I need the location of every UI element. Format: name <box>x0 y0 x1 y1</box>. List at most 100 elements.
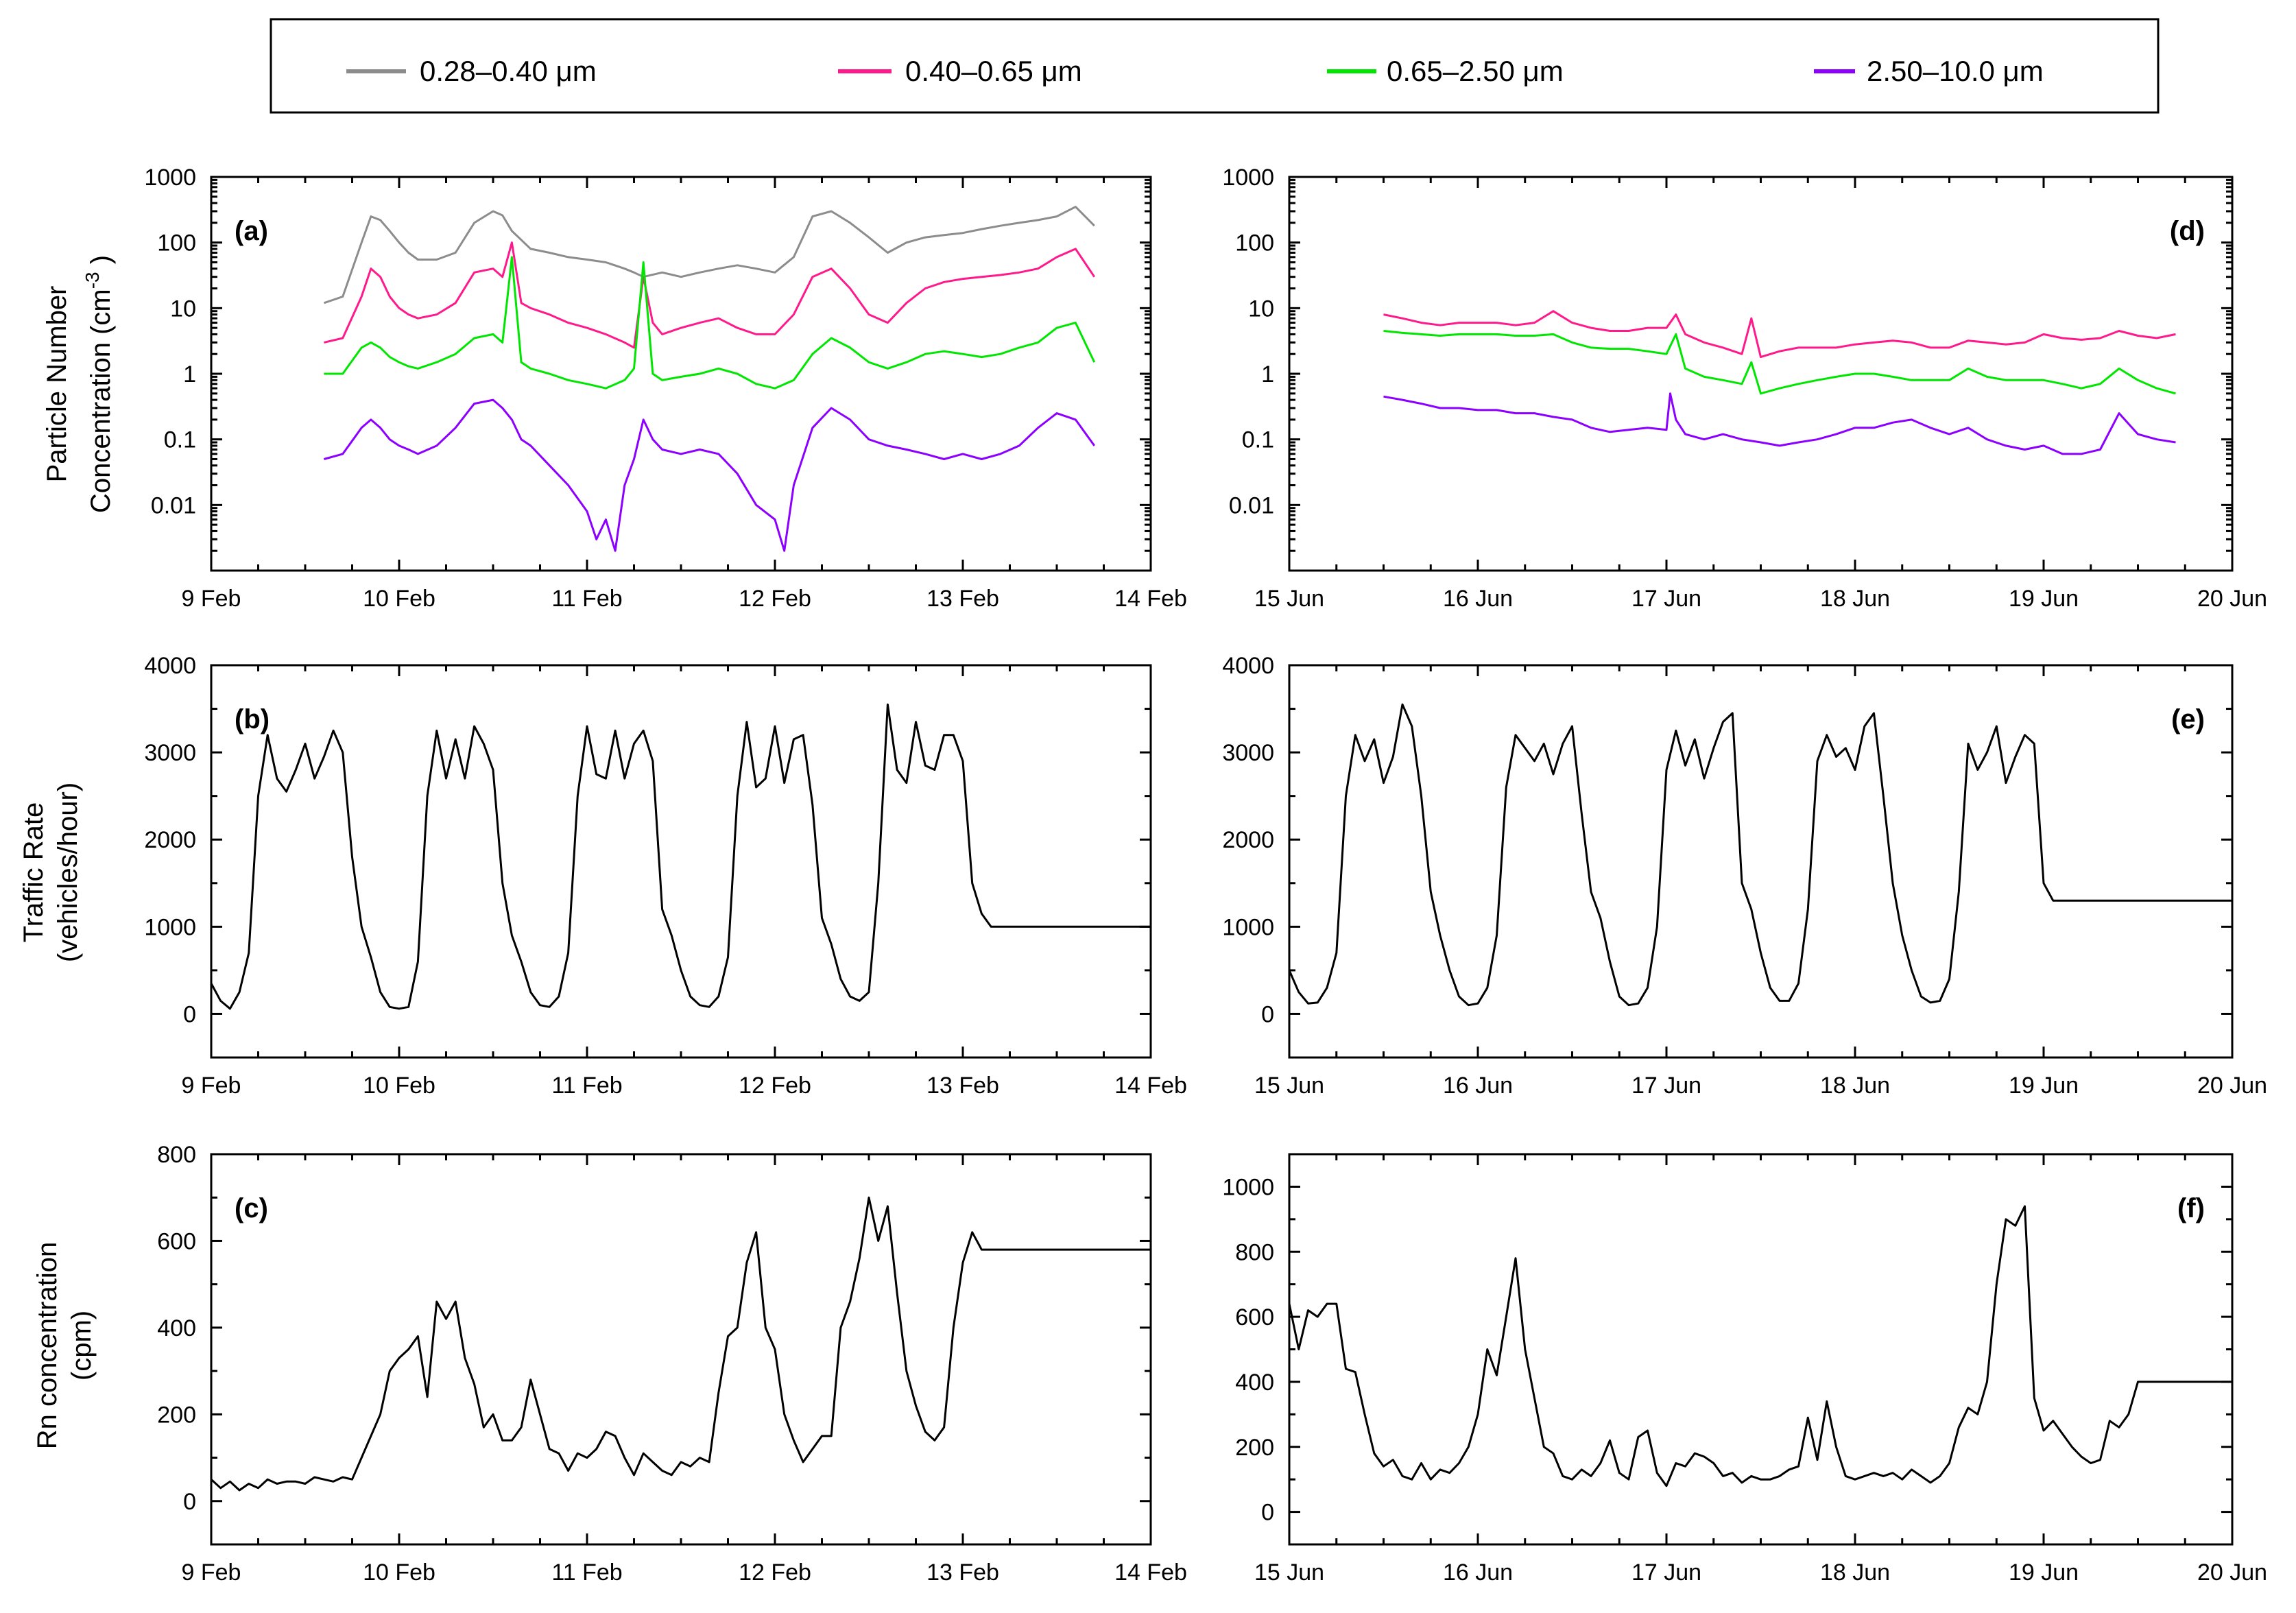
y-tick-label: 0.1 <box>164 427 196 453</box>
y-label-particle-line2: Concentration (cm-3 ) <box>82 255 116 513</box>
legend-label-4: 2.50–10.0 μm <box>1867 55 2044 87</box>
y-label-radon-line1: Rn concentration <box>32 1242 62 1449</box>
y-tick-label: 100 <box>157 230 196 256</box>
y-tick-label: 800 <box>157 1142 196 1168</box>
x-tick-label: 10 Feb <box>363 586 435 612</box>
plot-frame <box>1288 1153 2234 1546</box>
y-tick-label: 600 <box>157 1228 196 1254</box>
series-line <box>1288 1205 2232 1487</box>
panel-label: (d) <box>2170 216 2205 246</box>
x-tick-label: 19 Jun <box>2009 1073 2079 1099</box>
y-tick-label: 400 <box>157 1315 196 1341</box>
y-tick-label: 10 <box>170 296 196 322</box>
y-tick-label: 1 <box>1261 361 1274 387</box>
y-tick-label: 0.1 <box>1242 427 1274 453</box>
panel-label: (c) <box>235 1193 268 1223</box>
x-tick-label: 9 Feb <box>182 1073 241 1099</box>
y-label-particle-line1: Particle Number <box>42 286 72 483</box>
x-tick-label: 9 Feb <box>182 1560 241 1586</box>
y-label-particle-prefix: Concentration (cm <box>86 289 116 513</box>
y-tick-label: 3000 <box>144 740 196 766</box>
x-tick-label: 19 Jun <box>2009 586 2079 612</box>
series-line <box>1383 392 2176 455</box>
x-tick-label: 11 Feb <box>551 1560 622 1586</box>
y-tick-label: 600 <box>1235 1304 1274 1330</box>
x-tick-label: 16 Jun <box>1443 1560 1513 1586</box>
x-tick-label: 17 Jun <box>1631 1073 1701 1099</box>
y-tick-label: 200 <box>157 1402 196 1428</box>
y-tick-label: 0 <box>183 1489 196 1515</box>
series-line <box>210 703 1151 1010</box>
plot-frame <box>1288 176 2234 572</box>
x-tick-label: 14 Feb <box>1114 586 1187 612</box>
y-tick-label: 0.01 <box>1229 492 1274 518</box>
x-tick-label: 12 Feb <box>739 1560 811 1586</box>
x-tick-label: 20 Jun <box>2197 1560 2267 1586</box>
y-tick-label: 800 <box>1235 1239 1274 1265</box>
y-tick-label: 1000 <box>1222 165 1274 191</box>
panel-label: (a) <box>235 216 268 246</box>
legend: 0.28–0.40 μm 0.40–0.65 μm 0.65–2.50 μm 2… <box>270 18 2160 114</box>
series-line <box>324 256 1096 390</box>
panel-e: 15 Jun 16 Jun 17 Jun 18 Jun 19 Jun 20 Jun 0 100… <box>1222 653 2267 1099</box>
x-tick-label: 13 Feb <box>926 1560 999 1586</box>
panel-c: 9 Feb 10 Feb 11 Feb 12 Feb 13 Feb 14 Feb 0 200 4… <box>157 1142 1187 1586</box>
x-tick-label: 15 Jun <box>1254 1560 1324 1586</box>
legend-label-3: 0.65–2.50 μm <box>1387 55 1564 87</box>
x-tick-label: 20 Jun <box>2197 1073 2267 1099</box>
y-tick-label: 4000 <box>1222 653 1274 679</box>
series-line <box>323 206 1095 304</box>
series-line <box>323 398 1096 552</box>
x-tick-label: 18 Jun <box>1820 586 1890 612</box>
y-label-particle-suffix: ) <box>86 255 116 272</box>
y-tick-label: 200 <box>1235 1435 1274 1461</box>
x-tick-label: 16 Jun <box>1443 1073 1513 1099</box>
y-tick-label: 4000 <box>144 653 196 679</box>
x-tick-label: 13 Feb <box>926 586 999 612</box>
legend-box <box>270 18 2160 114</box>
panel-a: 9 Feb 10 Feb 11 Feb 12 Feb 13 Feb 14 Feb 0.01 0… <box>144 165 1187 612</box>
y-tick-label: 2000 <box>1222 827 1274 853</box>
x-tick-label: 19 Jun <box>2009 1560 2079 1586</box>
y-label-radon-line2: (cpm) <box>67 1311 97 1381</box>
y-tick-label: 1000 <box>144 165 196 191</box>
series-line <box>1383 330 2176 395</box>
panel-d: 15 Jun 16 Jun 17 Jun 18 Jun 19 Jun 20 Jun 0.01… <box>1222 165 2267 612</box>
series-line <box>1288 703 2232 1007</box>
panel-label: (f) <box>2177 1193 2205 1223</box>
x-tick-label: 18 Jun <box>1820 1560 1890 1586</box>
x-tick-label: 11 Feb <box>551 1073 622 1099</box>
y-tick-label: 100 <box>1235 230 1274 256</box>
x-tick-label: 17 Jun <box>1631 586 1701 612</box>
panel-f: 15 Jun 16 Jun 17 Jun 18 Jun 19 Jun 20 Jun 0 200… <box>1222 1153 2267 1586</box>
y-tick-label: 0 <box>183 1001 196 1027</box>
y-tick-label: 3000 <box>1222 740 1274 766</box>
panel-label: (b) <box>235 704 270 734</box>
y-tick-label: 1000 <box>144 914 196 940</box>
legend-label-2: 0.40–0.65 μm <box>905 55 1082 87</box>
y-tick-label: 1 <box>183 361 196 387</box>
x-tick-label: 17 Jun <box>1631 1560 1701 1586</box>
y-tick-label: 400 <box>1235 1370 1274 1396</box>
y-label-traffic-line2: (vehicles/hour) <box>53 782 83 962</box>
y-tick-label: 0 <box>1261 1500 1274 1526</box>
y-tick-label: 1000 <box>1222 914 1274 940</box>
y-tick-label: 0 <box>1261 1001 1274 1027</box>
y-tick-label: 10 <box>1248 296 1274 322</box>
y-tick-label: 1000 <box>1222 1174 1274 1200</box>
y-label-traffic-line1: Traffic Rate <box>19 802 49 943</box>
x-tick-label: 18 Jun <box>1820 1073 1890 1099</box>
series-line <box>210 1196 1151 1492</box>
x-tick-label: 14 Feb <box>1114 1560 1187 1586</box>
x-tick-label: 12 Feb <box>739 1073 811 1099</box>
x-tick-label: 10 Feb <box>363 1560 435 1586</box>
y-label-particle-exp: -3 <box>82 272 103 289</box>
x-tick-label: 15 Jun <box>1254 586 1324 612</box>
x-tick-label: 15 Jun <box>1254 1073 1324 1099</box>
x-tick-label: 12 Feb <box>739 586 811 612</box>
x-tick-label: 10 Feb <box>363 1073 435 1099</box>
x-tick-label: 16 Jun <box>1443 586 1513 612</box>
x-tick-label: 9 Feb <box>182 586 241 612</box>
plot-frame <box>210 1153 1152 1546</box>
